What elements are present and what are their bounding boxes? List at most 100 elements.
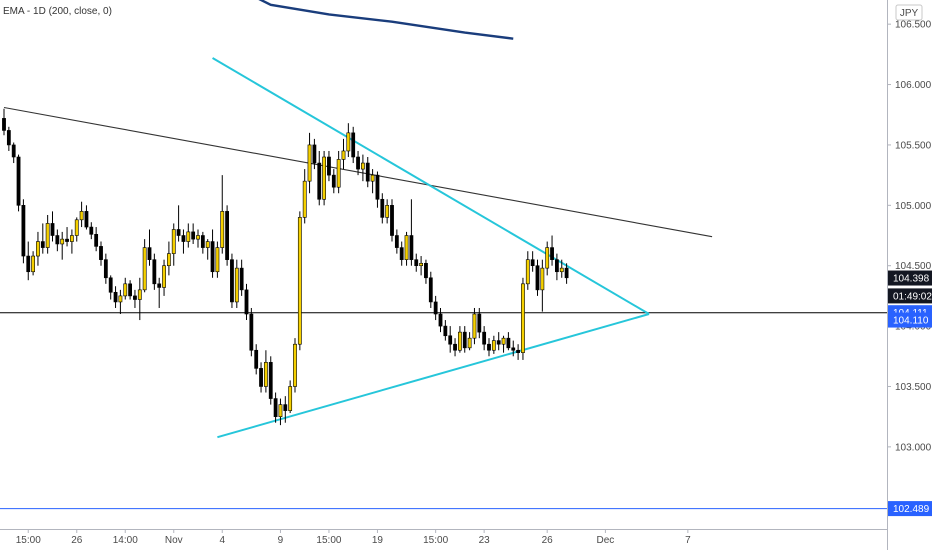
candle[interactable]: [118, 289, 123, 315]
candle[interactable]: [171, 223, 176, 266]
candle[interactable]: [404, 231, 409, 266]
candle[interactable]: [317, 150, 322, 206]
candle[interactable]: [501, 335, 506, 353]
candle[interactable]: [181, 229, 186, 254]
price-badge[interactable]: 01:49:02: [888, 288, 932, 304]
triangle-lower-line[interactable]: [217, 313, 650, 439]
candle[interactable]: [200, 231, 205, 254]
candle[interactable]: [487, 338, 491, 357]
candle[interactable]: [157, 277, 162, 308]
candle[interactable]: [530, 251, 535, 272]
candle[interactable]: [205, 239, 210, 260]
candle[interactable]: [55, 229, 60, 252]
plot-area[interactable]: [0, 0, 887, 510]
ema-200-line[interactable]: [213, 0, 514, 40]
candle[interactable]: [453, 338, 457, 357]
candle[interactable]: [467, 332, 472, 351]
candle[interactable]: [521, 277, 525, 360]
candle[interactable]: [50, 211, 55, 242]
candle[interactable]: [283, 396, 288, 423]
candle[interactable]: [133, 289, 137, 308]
candle[interactable]: [123, 277, 128, 300]
candle[interactable]: [60, 231, 65, 260]
candle[interactable]: [511, 340, 516, 357]
candle[interactable]: [263, 350, 268, 393]
candle[interactable]: [6, 126, 11, 151]
price-badge[interactable]: 104.398: [888, 270, 932, 286]
candle[interactable]: [220, 175, 225, 254]
candle[interactable]: [472, 307, 477, 345]
candle[interactable]: [360, 154, 365, 182]
candle[interactable]: [322, 150, 327, 206]
candle[interactable]: [356, 150, 360, 176]
candle[interactable]: [162, 259, 166, 296]
candle[interactable]: [40, 223, 45, 254]
candle[interactable]: [535, 259, 540, 296]
candle[interactable]: [336, 150, 341, 194]
candle[interactable]: [234, 259, 239, 308]
candle[interactable]: [152, 253, 157, 290]
price-badge[interactable]: 102.489: [888, 501, 932, 517]
candle[interactable]: [370, 169, 375, 194]
candle[interactable]: [516, 344, 521, 360]
candle[interactable]: [79, 201, 84, 228]
candle[interactable]: [394, 229, 399, 254]
candle[interactable]: [196, 229, 200, 248]
candle[interactable]: [409, 199, 414, 266]
candle[interactable]: [94, 227, 99, 252]
candle[interactable]: [288, 380, 293, 414]
candle[interactable]: [74, 217, 79, 242]
candle[interactable]: [448, 326, 453, 353]
price-axis[interactable]: 103.000103.500104.000104.500105.000105.5…: [887, 0, 932, 550]
triangle-upper-line[interactable]: [212, 57, 650, 315]
candle[interactable]: [414, 253, 419, 272]
candle[interactable]: [142, 239, 147, 293]
candle[interactable]: [268, 356, 273, 405]
candle[interactable]: [191, 223, 196, 244]
candle[interactable]: [254, 344, 259, 375]
candle[interactable]: [545, 241, 550, 276]
candle[interactable]: [399, 241, 404, 266]
candle[interactable]: [380, 193, 385, 224]
candle[interactable]: [346, 123, 351, 158]
candle[interactable]: [506, 332, 511, 351]
candle[interactable]: [113, 286, 118, 308]
candle[interactable]: [11, 142, 16, 164]
candle[interactable]: [385, 199, 390, 224]
candle[interactable]: [249, 307, 254, 357]
candle[interactable]: [186, 223, 191, 248]
candle[interactable]: [137, 277, 142, 321]
candle[interactable]: [559, 259, 564, 278]
candle[interactable]: [390, 199, 394, 242]
candle[interactable]: [550, 235, 554, 266]
candle[interactable]: [341, 138, 346, 170]
candle[interactable]: [259, 362, 263, 393]
candle[interactable]: [443, 320, 448, 341]
candle[interactable]: [312, 138, 317, 170]
candle[interactable]: [225, 205, 230, 266]
candle[interactable]: [477, 307, 482, 339]
candle[interactable]: [496, 332, 501, 351]
candle[interactable]: [230, 253, 234, 308]
candle[interactable]: [564, 263, 569, 284]
candle[interactable]: [428, 271, 433, 308]
candle[interactable]: [554, 253, 559, 281]
candle[interactable]: [21, 199, 26, 264]
candle[interactable]: [297, 211, 302, 351]
candle[interactable]: [273, 392, 278, 423]
candle[interactable]: [84, 205, 89, 230]
candle[interactable]: [482, 326, 487, 351]
candle[interactable]: [457, 326, 462, 353]
currency-button[interactable]: JPY: [895, 4, 923, 21]
candle[interactable]: [244, 283, 249, 321]
candle[interactable]: [433, 295, 438, 321]
candle[interactable]: [2, 108, 6, 136]
candle[interactable]: [302, 169, 307, 224]
candle[interactable]: [365, 157, 370, 188]
price-badge[interactable]: 104.110: [888, 312, 932, 328]
candle[interactable]: [307, 132, 312, 194]
candle[interactable]: [16, 154, 21, 212]
candle[interactable]: [462, 326, 467, 353]
candle[interactable]: [45, 214, 50, 254]
